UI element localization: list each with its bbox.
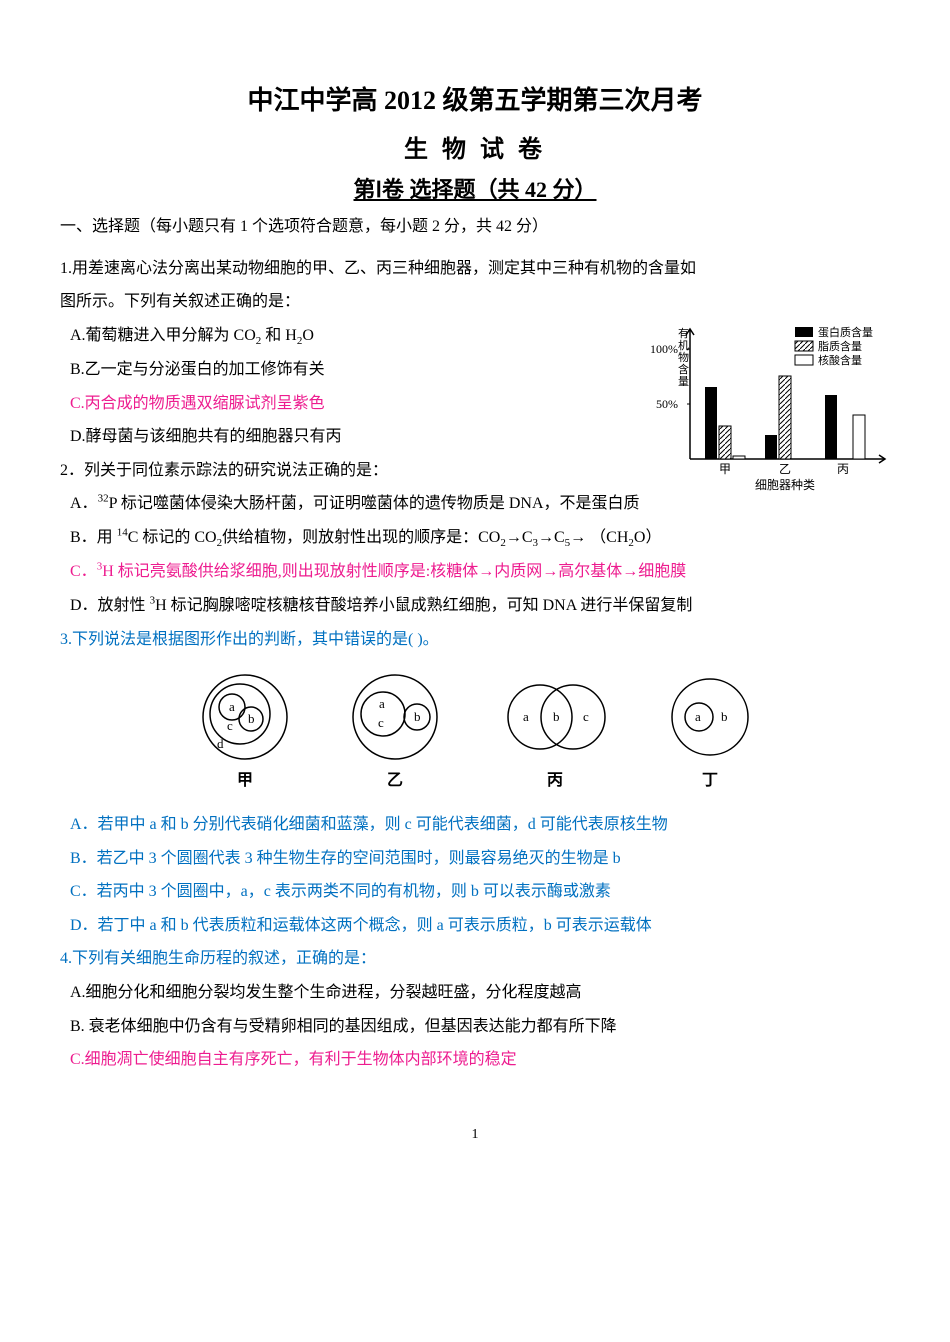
- y-label-2: 机: [678, 338, 689, 352]
- tick-100-label: 100%: [650, 342, 678, 356]
- q2-option-c: C．3H 标记亮氨酸供给浆细胞,则出现放射性顺序是:核糖体→内质网→高尔基体→细…: [60, 555, 890, 589]
- q4-option-b: B. 衰老体细胞中仍含有与受精卵相同的基因组成，但基因表达能力都有所下降: [60, 1010, 890, 1044]
- legend-lipid-swatch: [795, 341, 813, 351]
- q2d-mid: H 标记胸腺嘧啶核糖核苷酸培养小鼠成熟红细胞，可知 DNA 进行半保留复制: [155, 597, 692, 614]
- venn-ding: a b 丁: [665, 672, 755, 790]
- venn-bing-a: a: [523, 709, 529, 724]
- y-label-3: 物: [678, 350, 689, 364]
- y-label-5: 量: [678, 375, 689, 388]
- section-instructions: 一、选择题（每小题只有 1 个选项符合题意，每小题 2 分，共 42 分）: [60, 214, 890, 240]
- bar-jia-lipid: [719, 426, 731, 459]
- venn-bing-c: c: [583, 709, 589, 724]
- section-title: 第Ⅰ卷 选择题（共 42 分）: [60, 172, 890, 204]
- venn-bing-b: b: [553, 709, 560, 724]
- q2a-pre: A．: [70, 495, 98, 512]
- q2b-a2: →C: [538, 529, 565, 546]
- legend-protein: 蛋白质含量: [818, 325, 873, 339]
- venn-bing-label: 丙: [495, 766, 615, 790]
- page-number: 1: [60, 1127, 890, 1143]
- venn-yi: a b c 乙: [345, 672, 445, 790]
- q1-a-text: A.葡萄糖进入甲分解为 CO: [70, 327, 256, 344]
- q4-option-a: A.细胞分化和细胞分裂均发生整个生命进程，分裂越旺盛，分化程度越高: [60, 976, 890, 1010]
- venn-diagrams: a b c d 甲 a b c 乙 a b c 丙: [60, 672, 890, 790]
- venn-ding-a: a: [695, 709, 701, 724]
- exam-title: 中江中学高 2012 级第五学期第三次月考: [60, 80, 890, 117]
- xtick-yi: 乙: [779, 462, 791, 476]
- legend-protein-swatch: [795, 327, 813, 337]
- q3-option-b: B．若乙中 3 个圆圈代表 3 种生物生存的空间范围时，则最容易绝灭的生物是 b: [60, 842, 890, 876]
- legend-nucleic: 核酸含量: [818, 353, 862, 367]
- xtick-bing: 丙: [837, 462, 849, 476]
- venn-jia: a b c d 甲: [195, 672, 295, 790]
- q3-stem: 3.下列说法是根据图形作出的判断，其中错误的是( )。: [60, 623, 890, 657]
- x-axis-label: 细胞器种类: [755, 478, 815, 492]
- venn-jia-d: d: [217, 736, 224, 751]
- q2a-mid: P 标记噬菌体侵染大肠杆菌，可证明噬菌体的遗传物质是 DNA，不是蛋白质: [109, 495, 640, 512]
- q2b-iso: 14: [117, 527, 128, 539]
- q2b-a3: → （CH: [570, 529, 628, 546]
- y-label-4: 含: [678, 362, 689, 376]
- q4-option-c: C.细胞凋亡使细胞自主有序死亡，有利于生物体内部环境的稳定: [60, 1043, 890, 1077]
- q2b-mid: C 标记的 CO: [128, 529, 217, 546]
- legend-nucleic-swatch: [795, 355, 813, 365]
- q2d-pre: D．放射性: [70, 597, 150, 614]
- q2b-end: O）: [634, 529, 662, 546]
- bar-yi-protein: [765, 435, 777, 459]
- venn-jia-a: a: [229, 699, 235, 714]
- q2c-pre: C．: [70, 563, 97, 580]
- bar-yi-lipid: [779, 376, 791, 459]
- q2c-mid: H 标记亮氨酸供给浆细胞,则出现放射性顺序是:核糖体→内质网→高尔基体→细胞膜: [102, 563, 686, 580]
- legend-lipid: 脂质含量: [818, 339, 862, 353]
- q3-option-c: C．若丙中 3 个圆圈中，a，c 表示两类不同的有机物，则 b 可以表示酶或激素: [60, 875, 890, 909]
- venn-yi-label: 乙: [345, 766, 445, 790]
- q1-a-tail: 和 H: [261, 327, 297, 344]
- q2-option-d: D．放射性 3H 标记胸腺嘧啶核糖核苷酸培养小鼠成熟红细胞，可知 DNA 进行半…: [60, 589, 890, 623]
- q1-stem-line2: 图所示。下列有关叙述正确的是：: [60, 285, 890, 319]
- q3-option-a: A．若甲中 a 和 b 分别代表硝化细菌和蓝藻，则 c 可能代表细菌，d 可能代…: [60, 808, 890, 842]
- q1-options-wrap: A.葡萄糖进入甲分解为 CO2 和 H2O B.乙一定与分泌蛋白的加工修饰有关 …: [60, 319, 890, 454]
- q1-stem-line1: 1.用差速离心法分离出某动物细胞的甲、乙、丙三种细胞器，测定其中三种有机物的含量…: [60, 252, 890, 286]
- venn-jia-label: 甲: [195, 766, 295, 790]
- q3-option-d: D．若丁中 a 和 b 代表质粒和运载体这两个概念，则 a 可表示质粒，b 可表…: [60, 909, 890, 943]
- bar-jia-nucleic: [733, 456, 745, 459]
- q2b-mid2: 供给植物，则放射性出现的顺序是：CO: [222, 529, 500, 546]
- bar-chart-svg: 有 机 物 含 量 100% 50%: [630, 319, 890, 499]
- bar-bing-nucleic: [853, 415, 865, 459]
- xtick-jia: 甲: [719, 462, 731, 476]
- q2b-a1: →C: [506, 529, 533, 546]
- q1-a-end: O: [302, 327, 314, 344]
- venn-yi-c: c: [378, 715, 384, 730]
- venn-ding-b: b: [721, 709, 728, 724]
- venn-jia-b: b: [248, 711, 255, 726]
- tick-50-label: 50%: [656, 397, 678, 411]
- q2-option-b: B．用 14C 标记的 CO2供给植物，则放射性出现的顺序是：CO2→C3→C5…: [60, 521, 890, 555]
- venn-jia-c: c: [227, 718, 233, 733]
- subject-title: 生 物 试 卷: [60, 129, 890, 164]
- venn-yi-a: a: [379, 696, 385, 711]
- bar-jia-protein: [705, 387, 717, 459]
- venn-ding-label: 丁: [665, 766, 755, 790]
- venn-bing: a b c 丙: [495, 672, 615, 790]
- q2a-iso: 32: [98, 493, 109, 505]
- venn-yi-b: b: [414, 709, 421, 724]
- bar-bing-protein: [825, 395, 837, 459]
- q4-stem: 4.下列有关细胞生命历程的叙述，正确的是：: [60, 942, 890, 976]
- q2b-pre: B．用: [70, 529, 117, 546]
- bar-chart: 有 机 物 含 量 100% 50%: [630, 319, 890, 499]
